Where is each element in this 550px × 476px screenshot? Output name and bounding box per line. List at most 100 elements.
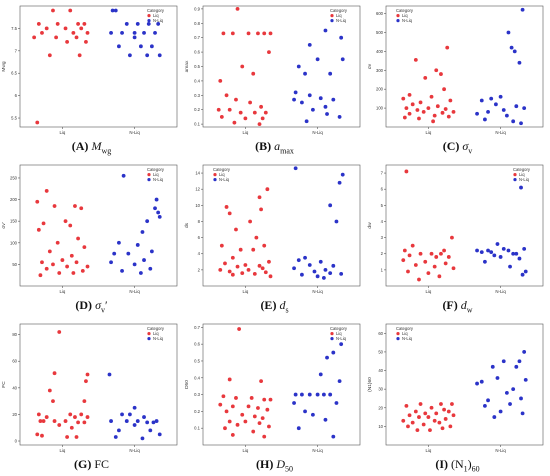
liq-point bbox=[268, 31, 273, 36]
liq-point bbox=[40, 260, 44, 265]
y-axis-label: ds bbox=[184, 222, 190, 228]
liq-point bbox=[423, 75, 428, 80]
non-liq-point bbox=[132, 35, 137, 40]
legend-marker bbox=[330, 337, 334, 341]
liq-point bbox=[252, 414, 257, 419]
liq-point bbox=[85, 30, 90, 35]
liq-point bbox=[401, 418, 406, 423]
y-tick-label: 0.6 bbox=[194, 342, 200, 347]
y-tick-label: 6 bbox=[15, 93, 18, 98]
non-liq-point bbox=[334, 401, 339, 405]
liq-point bbox=[254, 235, 259, 240]
chart-panel: 0.10.20.30.40.50.60.70.80.9LiqN-LiqCateg… bbox=[183, 0, 366, 158]
non-liq-point bbox=[523, 377, 528, 382]
liq-point bbox=[44, 189, 49, 193]
non-liq-point bbox=[486, 248, 490, 253]
liq-point bbox=[71, 30, 76, 35]
caption-label: (H) bbox=[256, 457, 277, 471]
legend-entry: Liq bbox=[402, 13, 408, 18]
legend-marker bbox=[147, 178, 151, 182]
liq-point bbox=[230, 404, 235, 409]
liq-point bbox=[432, 264, 437, 269]
liq-point bbox=[413, 409, 418, 414]
panel-caption: (B) amax bbox=[183, 139, 366, 155]
liq-point bbox=[262, 434, 267, 439]
liq-point bbox=[55, 22, 60, 26]
non-liq-point bbox=[117, 44, 121, 49]
non-liq-point bbox=[132, 262, 137, 267]
legend-entry: N-Liq bbox=[336, 336, 347, 341]
non-liq-point bbox=[489, 96, 494, 101]
non-liq-point bbox=[318, 372, 323, 377]
legend-marker bbox=[147, 337, 151, 341]
liq-point bbox=[252, 110, 257, 115]
non-liq-point bbox=[522, 350, 527, 354]
legend-marker bbox=[396, 14, 400, 18]
x-tick-label: Liq bbox=[59, 130, 65, 135]
liq-point bbox=[407, 413, 412, 418]
non-liq-point bbox=[153, 206, 157, 211]
non-liq-point bbox=[315, 392, 320, 397]
non-liq-point bbox=[156, 210, 161, 215]
liq-point bbox=[63, 219, 68, 224]
liq-point bbox=[51, 399, 55, 404]
liq-point bbox=[421, 422, 426, 427]
caption-symbol: (N bbox=[451, 457, 464, 471]
plot-frame bbox=[385, 164, 544, 287]
liq-point bbox=[54, 35, 59, 40]
liq-point bbox=[238, 110, 243, 115]
y-tick-label: 0.9 bbox=[194, 6, 200, 11]
liq-point bbox=[402, 115, 407, 120]
non-liq-point bbox=[307, 42, 312, 47]
non-liq-point bbox=[501, 359, 506, 364]
liq-point bbox=[40, 433, 44, 438]
caption-label: (B) bbox=[255, 139, 275, 153]
liq-point bbox=[442, 248, 446, 253]
panel-caption: (H) D50 bbox=[183, 457, 366, 473]
liq-point bbox=[74, 260, 79, 265]
liq-point bbox=[402, 248, 407, 253]
non-liq-point bbox=[124, 22, 129, 26]
non-liq-point bbox=[504, 390, 509, 395]
non-liq-point bbox=[519, 185, 523, 190]
liq-point bbox=[85, 264, 90, 269]
plot-frame bbox=[202, 164, 361, 287]
y-tick-label: 20 bbox=[378, 405, 383, 410]
y-axis-label: amax bbox=[185, 60, 190, 72]
caption-subscript: v bbox=[468, 146, 473, 156]
non-liq-point bbox=[303, 71, 307, 76]
non-liq-point bbox=[127, 412, 132, 417]
liq-point bbox=[265, 187, 270, 192]
liq-point bbox=[268, 274, 273, 279]
non-liq-point bbox=[514, 364, 519, 369]
non-liq-point bbox=[132, 30, 137, 35]
non-liq-point bbox=[292, 97, 296, 102]
liq-point bbox=[406, 269, 410, 274]
liq-point bbox=[410, 420, 415, 425]
y-axis-label: Mwg bbox=[1, 61, 7, 71]
liq-point bbox=[257, 195, 262, 200]
y-tick-label: 400 bbox=[376, 49, 384, 54]
liq-point bbox=[68, 412, 73, 417]
caption-label: (A) bbox=[71, 139, 92, 153]
liq-point bbox=[82, 420, 87, 425]
y-tick-label: 0.4 bbox=[194, 78, 200, 83]
non-liq-point bbox=[117, 428, 121, 433]
liq-point bbox=[434, 255, 439, 259]
liq-point bbox=[437, 420, 442, 425]
non-liq-point bbox=[475, 111, 479, 116]
non-liq-point bbox=[501, 108, 506, 112]
legend-entry: N-Liq bbox=[336, 18, 347, 23]
non-liq-point bbox=[492, 253, 497, 258]
non-liq-point bbox=[138, 271, 143, 275]
x-tick-label: N-Liq bbox=[129, 289, 140, 294]
liq-point bbox=[80, 268, 85, 273]
non-liq-point bbox=[323, 417, 328, 422]
legend-title: Category bbox=[513, 167, 531, 172]
liq-point bbox=[265, 407, 270, 412]
non-liq-point bbox=[520, 7, 525, 12]
non-liq-point bbox=[514, 104, 519, 109]
liq-point bbox=[443, 261, 448, 266]
non-liq-point bbox=[145, 420, 150, 425]
non-liq-point bbox=[292, 401, 296, 405]
